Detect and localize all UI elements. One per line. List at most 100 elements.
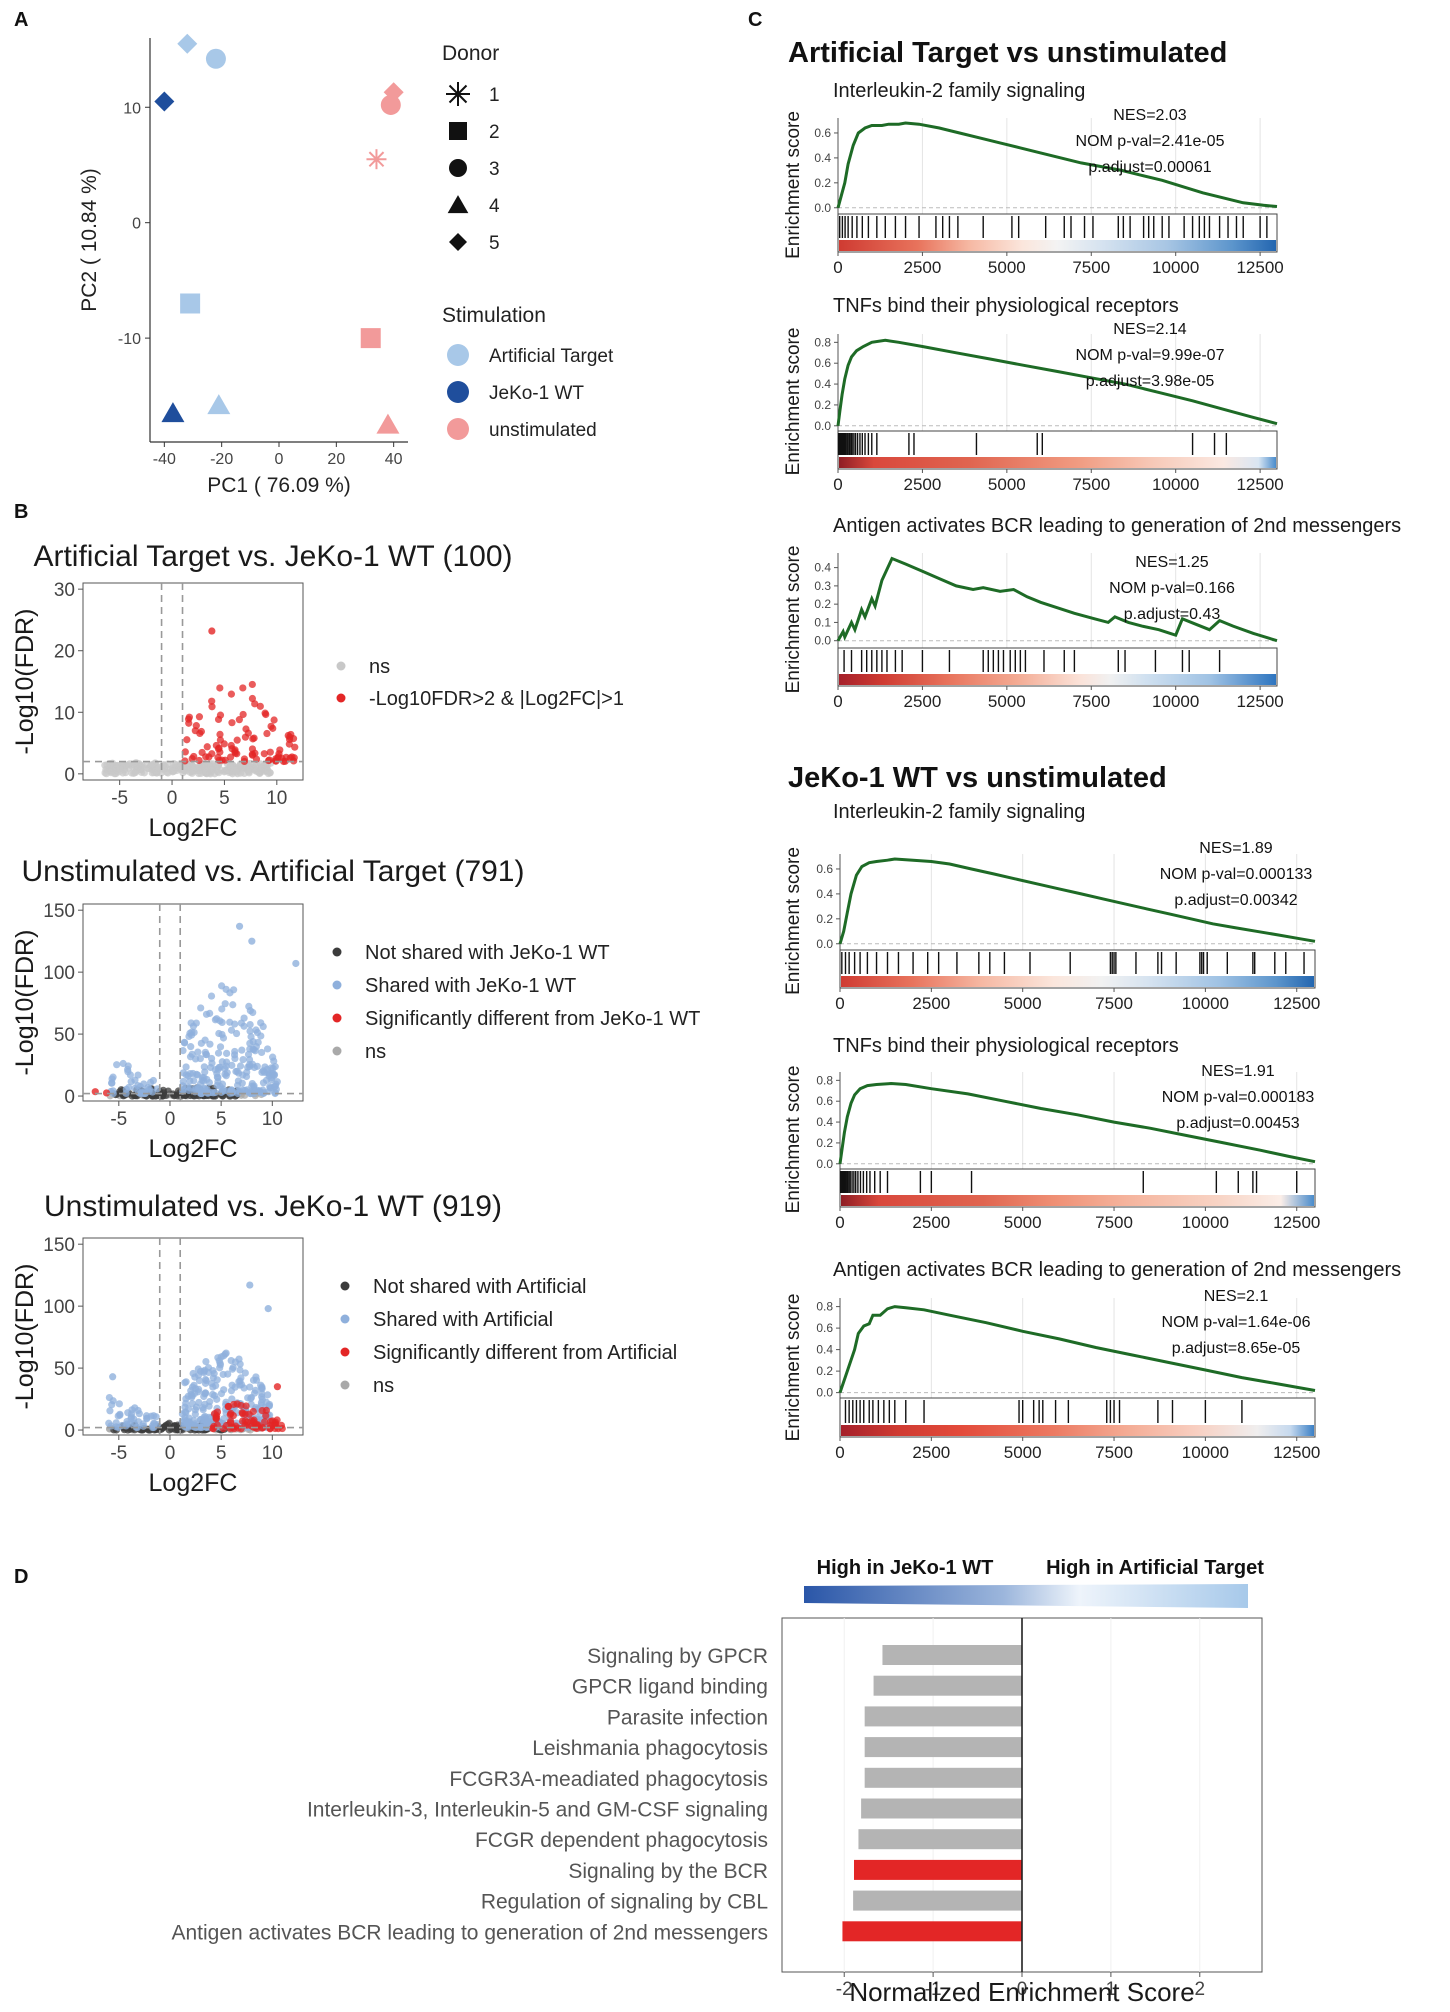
volcano-point-ns (124, 761, 133, 769)
gsea-x-tick-label: 12500 (1236, 475, 1283, 494)
volcano-point-sigred (258, 1406, 266, 1415)
volcano-legend-label: Significantly different from Artificial (373, 1342, 677, 1364)
gsea-x-tick-label: 2500 (912, 1443, 950, 1462)
volcano-point-shared (213, 1073, 221, 1081)
volcano-point-sigred (216, 748, 224, 756)
volcano-point-shared (152, 1413, 160, 1421)
volcano-point-shared (251, 1386, 260, 1394)
volcano-y-label: -Log10(FDR) (11, 930, 39, 1076)
pca-point (366, 149, 387, 170)
volcano-title: Unstimulated vs. Artificial Target (791) (22, 855, 525, 888)
gsea-x-tick-label: 12500 (1236, 692, 1283, 711)
volcano-point-shared (124, 1068, 132, 1076)
gsea-x-tick-label: 2500 (904, 258, 942, 277)
volcano-point-shared (221, 1065, 229, 1073)
volcano-point-shared (264, 1305, 272, 1313)
volcano-point-shared (242, 1072, 251, 1081)
nes-category-label: Regulation of signaling by CBL (481, 1891, 768, 1914)
volcano-title: Artificial Target vs. JeKo-1 WT (100) (33, 540, 512, 573)
volcano-point-shared (197, 1089, 205, 1098)
gsea-y-tick-label: 0.0 (816, 1157, 833, 1171)
volcano-point-shared (239, 1055, 247, 1064)
volcano-point-sigred (184, 715, 193, 723)
gsea-x-tick-label: 5000 (1004, 994, 1042, 1013)
pca-point (207, 394, 231, 415)
gsea-x-tick-label: 7500 (1095, 1213, 1133, 1232)
volcano-point-shared (240, 1014, 248, 1022)
volcano-point-sigred (231, 746, 239, 754)
nes-bar (842, 1921, 1022, 1942)
volcano-point-shared (108, 1079, 116, 1087)
volcano-point-shared (213, 1081, 221, 1089)
gsea-plot-c3: Antigen activates BCR leading to generat… (783, 515, 1401, 711)
volcano-y-tick-label: 100 (43, 1297, 75, 1318)
volcano-point-shared (228, 1061, 236, 1069)
volcano-point-shared (123, 1420, 131, 1428)
volcano-point-shared (227, 1387, 236, 1395)
gsea-y-label: Enrichment score (783, 546, 804, 694)
gsea-x-tick-label: 0 (833, 692, 842, 711)
volcano-point-sigred (210, 1410, 219, 1418)
gsea-y-tick-label: 0.8 (814, 335, 831, 349)
volcano-point-shared (217, 1353, 225, 1361)
pca-y-tick-label: 0 (132, 216, 141, 233)
volcano-point-sigred (249, 735, 257, 743)
volcano-point-sigred (202, 753, 210, 761)
volcano-point-shared (257, 1381, 265, 1389)
volcano-point-sigred (263, 729, 271, 738)
volcano-x-tick-label: -5 (110, 1109, 127, 1130)
gsea-y-tick-label: 0.2 (814, 597, 831, 611)
volcano-legend-label: Not shared with Artificial (373, 1276, 586, 1298)
gsea-x-tick-label: 2500 (912, 994, 950, 1013)
gsea-x-tick-label: 7500 (1072, 258, 1110, 277)
volcano-point-shared (182, 1408, 190, 1417)
volcano-legend-dot (336, 693, 346, 703)
nes-bar (882, 1645, 1022, 1665)
volcano-point-shared (292, 959, 300, 968)
volcano-legend-label: ns (365, 1041, 386, 1063)
volcano-point-sigred (248, 680, 256, 689)
gsea-y-tick-label: 0.6 (816, 862, 833, 876)
gsea-y-label: Enrichment score (783, 847, 804, 995)
volcano-point-shared (257, 1019, 265, 1027)
pca-x-label: PC1 ( 76.09 %) (207, 474, 351, 497)
volcano-point-shared (271, 1063, 279, 1071)
volcano-point-ns (266, 769, 274, 777)
volcano-legend-dot (332, 980, 342, 990)
stim-legend-title: Stimulation (442, 304, 546, 327)
stim-legend-symbol (447, 344, 469, 366)
volcano-point-sigred (208, 1424, 217, 1432)
volcano-point-shared (187, 1043, 195, 1051)
volcano-point-shared (246, 1039, 254, 1047)
volcano-point-sigred (278, 1424, 286, 1433)
volcano-point-sigred (229, 1411, 237, 1420)
volcano-point-shared (244, 1050, 253, 1059)
volcano-x-tick-label: 10 (266, 788, 287, 809)
gsea-y-tick-label: 0.2 (814, 398, 831, 412)
volcano-legend-label: Shared with Artificial (373, 1309, 553, 1331)
volcano-point-shared (124, 1409, 132, 1417)
volcano-point-shared (224, 1370, 232, 1378)
donor-legend-symbol (449, 122, 467, 140)
volcano-frame (82, 582, 304, 781)
volcano-point-sigred (228, 719, 236, 727)
volcano-point-sigred (249, 1407, 257, 1416)
volcano-point-shared (112, 1423, 120, 1431)
volcano-point-sigred (230, 1400, 238, 1409)
volcano-point-sigred (291, 743, 299, 751)
volcano-point-ns (215, 769, 223, 777)
volcano-point-ns (188, 769, 196, 777)
volcano-point-shared (231, 1047, 239, 1056)
volcano-point-shared (180, 1039, 189, 1047)
volcano-points (101, 627, 299, 778)
volcano-point-sigred (252, 1420, 260, 1428)
volcano-point-shared (182, 1378, 190, 1386)
volcano-legend-label: Shared with JeKo-1 WT (365, 975, 576, 997)
volcano-point-ns (134, 762, 142, 770)
volcano-point-shared (247, 1088, 255, 1096)
gsea-x-tick-label: 10000 (1152, 475, 1199, 494)
volcano-point-shared (208, 1059, 216, 1067)
gsea-stat: NOM p-val=1.64e-06 (1162, 1314, 1311, 1331)
volcano-point-sigred (195, 713, 204, 721)
